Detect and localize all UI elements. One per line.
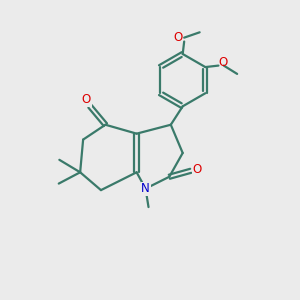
Text: O: O xyxy=(173,31,182,44)
Text: N: N xyxy=(141,182,150,195)
Text: O: O xyxy=(82,93,91,106)
Text: O: O xyxy=(193,163,202,176)
Text: O: O xyxy=(218,56,227,68)
